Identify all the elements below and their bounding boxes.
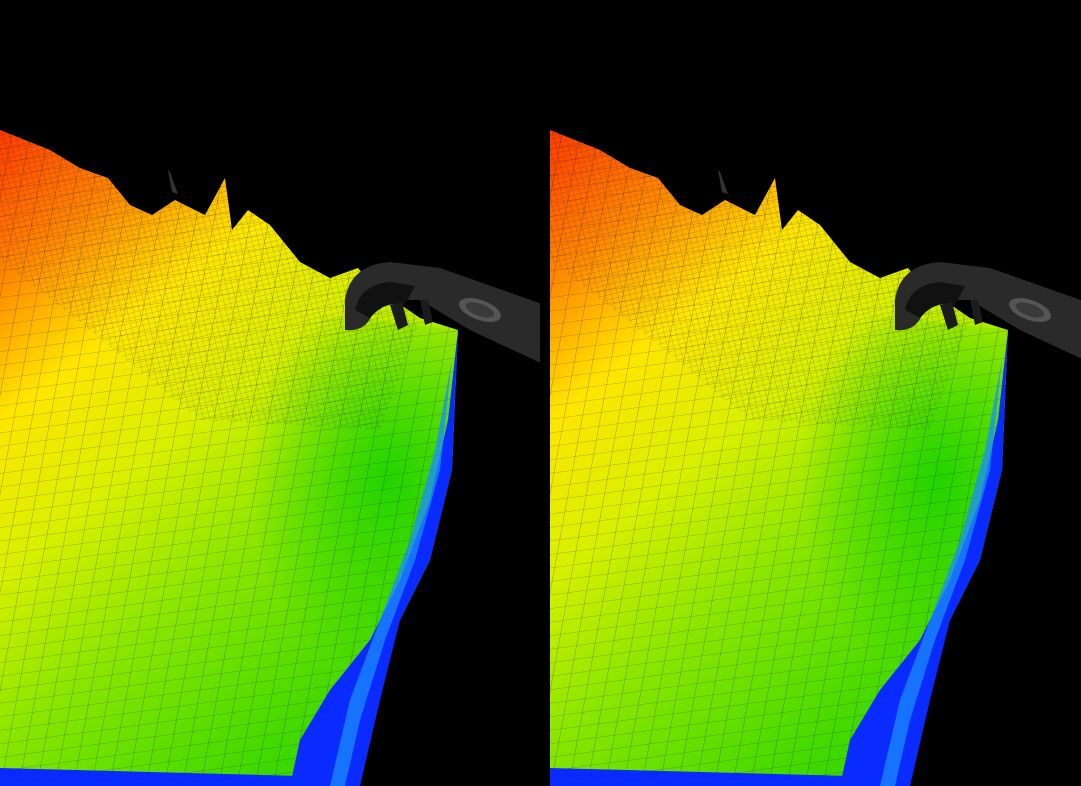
left-eye-view[interactable] (0, 0, 540, 786)
vr-controller-icon (895, 262, 1081, 359)
terrain-render-left (0, 130, 540, 786)
right-eye-view[interactable] (550, 0, 1081, 786)
terrain-render-right (550, 130, 1081, 786)
vr-controller-icon (345, 262, 540, 363)
terrain-side-wall (840, 330, 1008, 786)
terrain-side-wall (290, 330, 458, 786)
